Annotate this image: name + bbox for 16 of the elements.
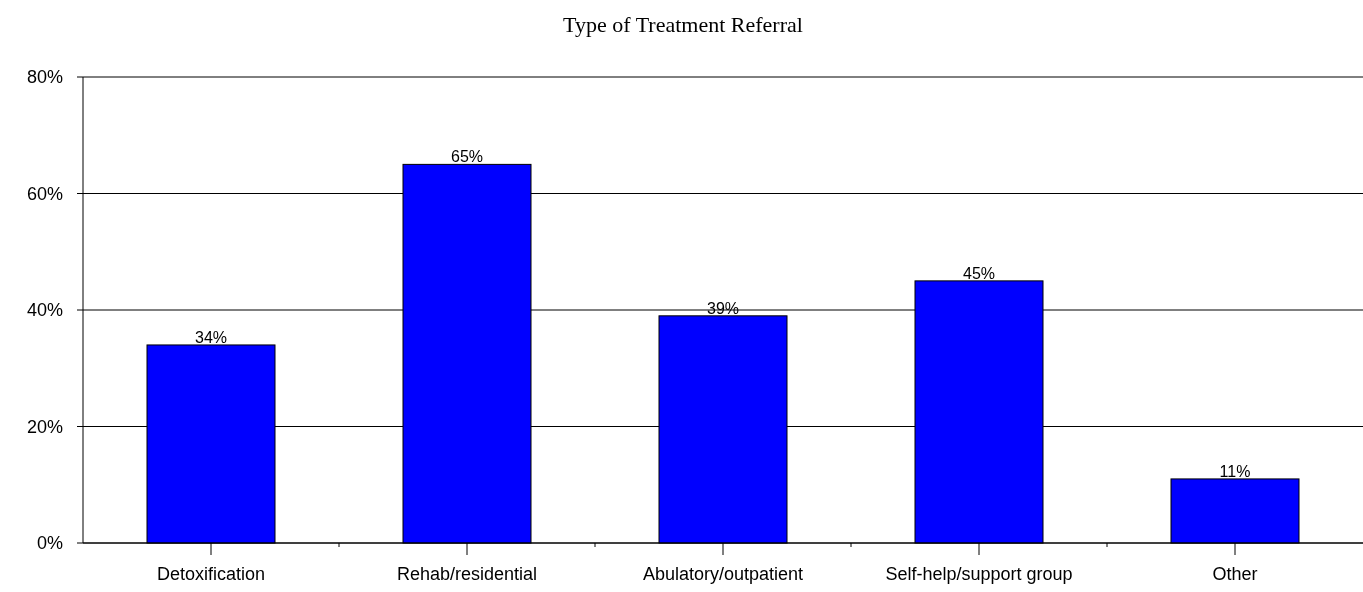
data-label: 34% <box>194 328 228 346</box>
y-tick-label: 40% <box>26 300 63 321</box>
x-tick-label: Rehab/residential <box>396 564 538 584</box>
data-label: 11% <box>1219 462 1251 480</box>
y-tick-label: 0% <box>36 533 63 554</box>
x-tick-label: Other <box>1212 564 1258 584</box>
chart-title: Type of Treatment Referral <box>563 12 803 37</box>
y-tick-label: 60% <box>26 183 63 204</box>
data-label: 45% <box>962 264 996 282</box>
x-tick-label: Abulatory/outpatient <box>642 564 804 584</box>
x-tick-label: Detoxification <box>156 564 266 584</box>
x-tick-label: Self-help/support group <box>885 564 1073 584</box>
data-label: 39% <box>706 299 740 317</box>
data-label: 65% <box>450 148 484 166</box>
y-tick-label: 80% <box>26 67 63 88</box>
y-tick-label: 20% <box>26 416 63 437</box>
